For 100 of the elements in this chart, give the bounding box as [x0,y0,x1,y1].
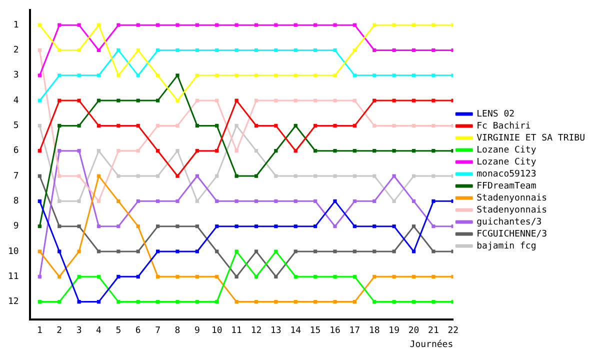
point [195,174,199,178]
point [215,98,219,102]
point [352,74,356,78]
point [432,48,436,52]
y-tick-label: 1 [13,20,19,30]
point [215,199,219,203]
point [412,149,416,153]
point [372,23,376,27]
point [372,149,376,153]
point [234,74,238,78]
point [176,250,180,254]
point [432,174,436,178]
point [38,174,42,178]
point [254,98,258,102]
point [254,224,258,228]
point [96,74,101,78]
point [176,149,180,153]
point [38,98,42,102]
point [392,274,396,278]
point [254,174,258,178]
point [156,224,160,228]
point [116,274,120,278]
point [372,174,376,178]
point [136,250,140,254]
point [136,300,140,304]
point [432,23,436,27]
point [294,250,298,254]
point [432,98,436,102]
point [412,300,416,304]
point [96,48,101,52]
point [274,124,278,128]
point [352,149,356,153]
point [274,300,278,304]
point [352,300,356,304]
point [215,23,219,27]
y-tick-label: 11 [8,272,19,282]
point [234,300,238,304]
point [392,224,396,228]
point [176,300,180,304]
point [254,199,258,203]
point [215,274,219,278]
point [195,199,199,203]
point [234,149,238,153]
point [116,23,120,27]
point [432,149,436,153]
point [195,250,199,254]
legend-label: LENS 02 [476,109,515,120]
point [294,48,298,52]
point [333,74,337,78]
point [412,23,416,27]
x-tick-label: 11 [231,326,242,336]
point [58,174,62,178]
x-tick-label: 10 [211,326,222,336]
point [77,74,81,78]
point [352,98,356,102]
point [176,74,180,78]
point [294,98,298,102]
point [195,224,199,228]
point [215,74,219,78]
y-tick-label: 6 [13,146,19,156]
point [96,250,101,254]
point [136,224,140,228]
point [58,124,62,128]
point [156,250,160,254]
point [392,174,396,178]
point [38,48,42,52]
point [195,23,199,27]
point [58,199,62,203]
point [156,300,160,304]
point [136,48,140,52]
point [314,149,318,153]
point [77,300,81,304]
point [274,74,278,78]
point [58,98,62,102]
legend-label: Stadenyonnais [476,205,548,216]
point [215,174,219,178]
point [254,48,258,52]
point [352,250,356,254]
point [136,124,140,128]
point [77,250,81,254]
x-tick-label: 17 [349,326,360,336]
point [352,174,356,178]
x-tick-label: 22 [448,326,459,336]
point [58,274,62,278]
point [176,224,180,228]
point [432,274,436,278]
point [58,48,62,52]
point [215,224,219,228]
point [156,98,160,102]
point [195,48,199,52]
point [254,300,258,304]
point [392,98,396,102]
point [38,124,42,128]
point [38,23,42,27]
point [38,274,42,278]
point [432,300,436,304]
point [333,124,337,128]
point [234,250,238,254]
point [412,250,416,254]
point [156,174,160,178]
